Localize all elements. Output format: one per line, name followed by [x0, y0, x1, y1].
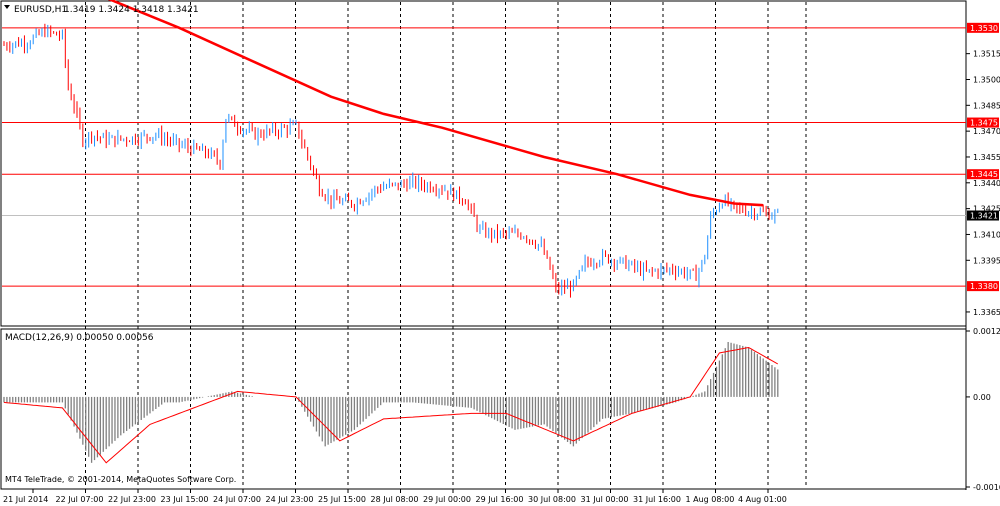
macd-y-tick-label: 0.00	[973, 393, 991, 402]
macd-y-tick-label: 0.0012	[973, 327, 1000, 336]
candlestick-series	[3, 23, 779, 298]
macd-y-tick-label: -0.00164	[973, 483, 1000, 492]
y-tick-label: 1.3425	[973, 205, 1000, 214]
x-tick-label: 24 Jul 23:00	[266, 495, 314, 504]
macd-histogram	[3, 341, 779, 463]
price-level-tag-label: 1.3530	[970, 24, 998, 33]
x-tick-label: 25 Jul 15:00	[318, 495, 366, 504]
horizontal-levels: 1.3530 1.3475 1.3445 1.3380 1.3421	[2, 22, 999, 292]
current-price-tag	[967, 210, 999, 221]
y-tick-label: 1.3485	[973, 101, 1000, 110]
y-tick-label: 1.3500	[973, 75, 1000, 84]
copyright-credit: MT4 TeleTrade, © 2001-2014, MetaQuotes S…	[5, 475, 236, 484]
price-level-tag	[967, 169, 999, 180]
x-tick-label: 24 Jul 07:00	[213, 495, 261, 504]
x-tick-label: 31 Jul 00:00	[581, 495, 629, 504]
moving-average-line	[4, 0, 763, 205]
price-level-tag-label: 1.3475	[970, 119, 998, 128]
x-tick-label: 31 Jul 16:00	[633, 495, 681, 504]
x-tick-label: 21 Jul 2014	[3, 495, 48, 504]
price-level-tag	[967, 117, 999, 128]
x-tick-label: 4 Aug 01:00	[738, 495, 787, 504]
y-tick-label: 1.3440	[973, 179, 1000, 188]
y-tick-label: 1.3470	[973, 127, 1000, 136]
time-axis: 21 Jul 2014 22 Jul 07:00 22 Jul 23:00 23 Ju…	[3, 489, 787, 504]
price-level-tag	[967, 281, 999, 292]
moving-average-series	[4, 0, 763, 205]
x-tick-label: 29 Jul 00:00	[423, 495, 471, 504]
y-tick-label: 1.3410	[973, 230, 1000, 239]
price-axis: 1.35151.35001.34851.34701.34551.34401.34…	[966, 50, 1000, 317]
x-tick-label: 23 Jul 15:00	[161, 495, 209, 504]
price-pane[interactable]	[0, 0, 967, 327]
y-tick-label: 1.3455	[973, 153, 1000, 162]
macd-signal-line	[3, 346, 779, 464]
macd-signal-series	[3, 346, 779, 464]
x-tick-label: 1 Aug 08:00	[686, 495, 735, 504]
current-price-tag-label: 1.3421	[970, 212, 998, 221]
price-level-tag-label: 1.3380	[970, 282, 998, 291]
macd-axis: 0.0012 0.00 -0.00164	[966, 327, 1000, 492]
x-tick-label: 29 Jul 16:00	[476, 495, 524, 504]
symbol-label: EURUSD,H1	[14, 5, 67, 15]
triangle-down-icon[interactable]	[4, 5, 10, 9]
y-tick-label: 1.3365	[973, 308, 1000, 317]
price-level-tag	[967, 22, 999, 33]
y-tick-label: 1.3395	[973, 256, 1000, 265]
y-tick-label: 1.3515	[973, 50, 1000, 59]
macd-indicator-label: MACD(12,26,9) 0.00050 0.00056	[5, 333, 154, 343]
x-tick-label: 30 Jul 08:00	[528, 495, 576, 504]
chart-header: EURUSD,H1 1.3419 1.3424 1.3418 1.3421	[4, 5, 199, 15]
x-tick-label: 28 Jul 08:00	[371, 495, 419, 504]
x-tick-label: 22 Jul 23:00	[108, 495, 156, 504]
price-level-tag-label: 1.3445	[970, 170, 998, 179]
ohlc-values: 1.3419 1.3424 1.3418 1.3421	[64, 5, 199, 15]
x-tick-label: 22 Jul 07:00	[56, 495, 104, 504]
